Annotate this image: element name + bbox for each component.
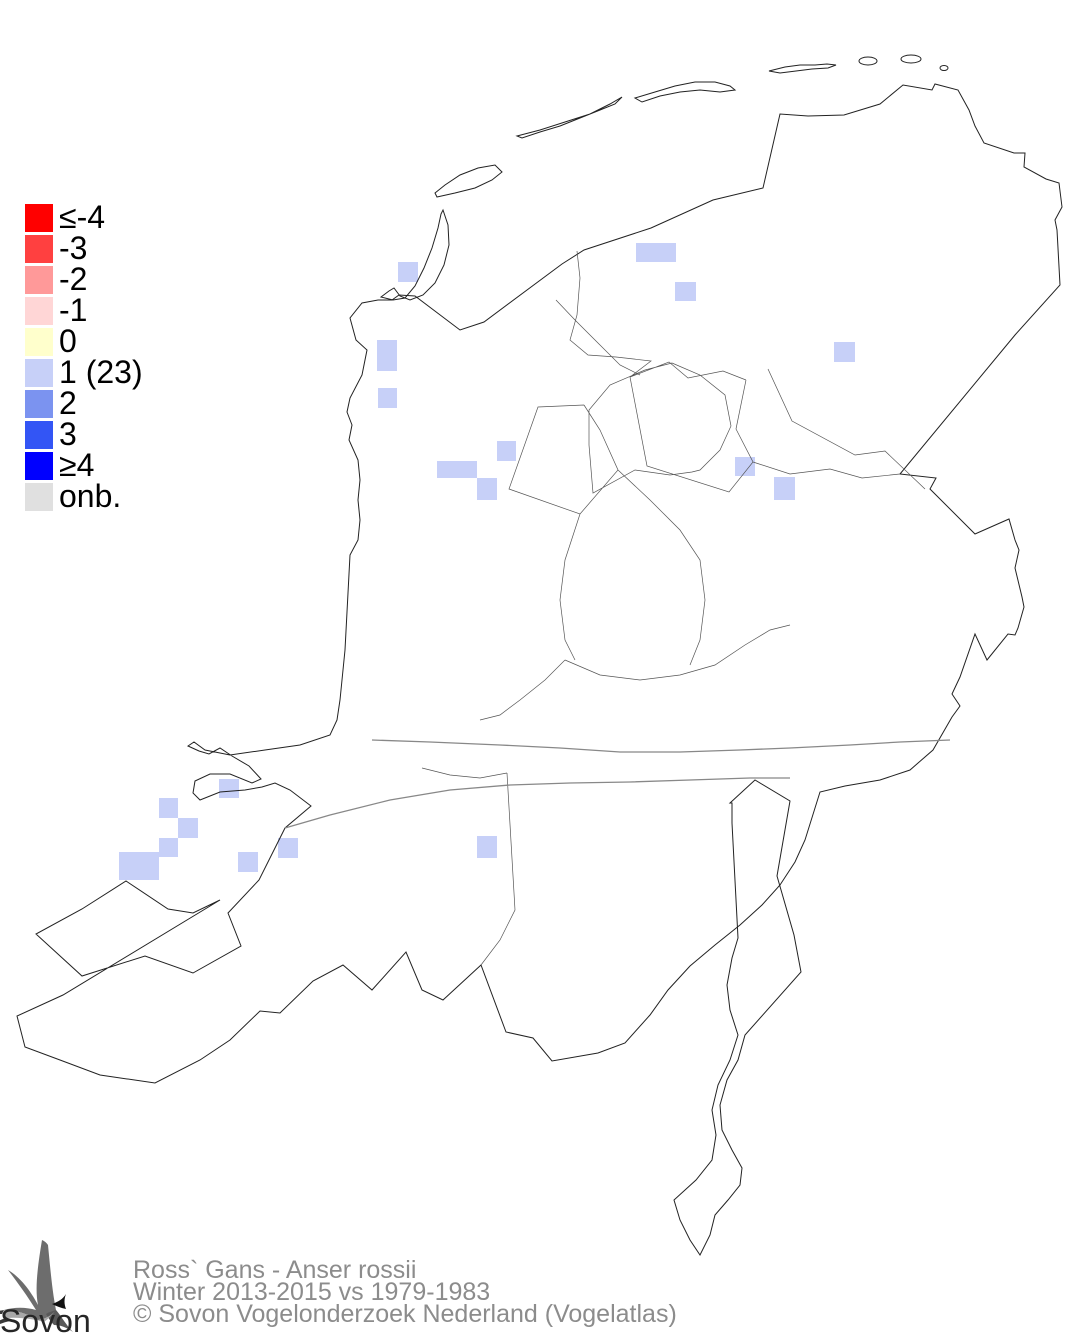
svg-text:Sovon: Sovon <box>0 1303 91 1339</box>
svg-text:© Sovon Vogelonderzoek Nederla: © Sovon Vogelonderzoek Nederland (Vogela… <box>133 1300 677 1328</box>
